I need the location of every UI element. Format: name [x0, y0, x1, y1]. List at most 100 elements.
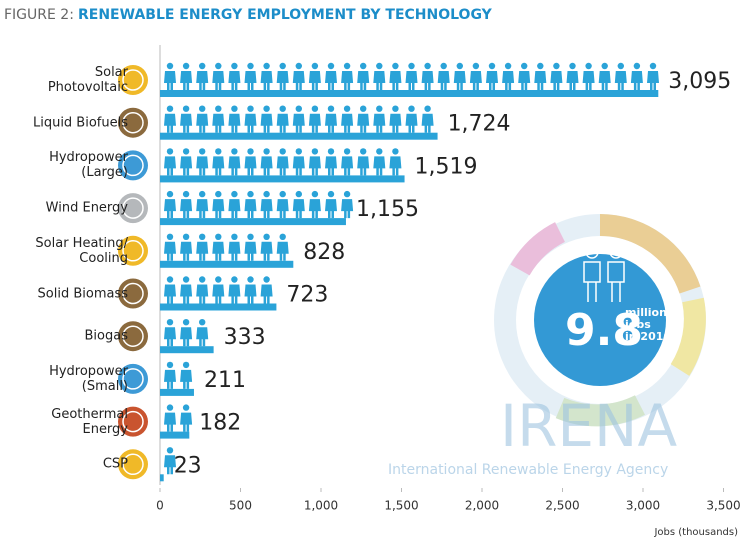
person-body	[164, 369, 176, 389]
person-head	[182, 233, 190, 240]
person-body	[164, 156, 176, 176]
person-head	[231, 105, 238, 112]
person-head	[392, 62, 399, 70]
person-body	[405, 71, 418, 90]
person-body	[341, 113, 354, 133]
person-head	[247, 62, 254, 70]
person-head	[311, 190, 319, 198]
person-body	[276, 71, 289, 90]
person-body	[292, 199, 305, 219]
person-head	[440, 62, 447, 70]
person-head	[295, 105, 302, 112]
person-head	[247, 276, 254, 283]
person-head	[215, 62, 222, 70]
person-head	[649, 62, 657, 70]
inset-circle	[534, 254, 666, 386]
person-body	[164, 113, 176, 133]
person-body	[614, 71, 627, 90]
person-head	[231, 233, 238, 240]
person-body	[212, 199, 225, 219]
person-head	[617, 62, 624, 70]
person-head	[279, 105, 286, 112]
category-icon-inner	[122, 154, 144, 177]
person-body	[276, 241, 289, 261]
person-body	[228, 113, 241, 133]
person-body	[389, 113, 402, 133]
value-label: 182	[199, 411, 241, 436]
person-head	[199, 276, 206, 283]
person-body	[357, 113, 370, 133]
person-body	[164, 199, 176, 219]
person-head	[376, 62, 383, 70]
person-head	[263, 276, 270, 283]
value-label: 3,095	[668, 69, 731, 94]
category-label: Solar Heating/ Cooling	[35, 235, 128, 266]
category-label: Hydropower (Large)	[49, 150, 128, 181]
person-head	[166, 233, 174, 240]
person-head	[279, 62, 286, 70]
person-head	[182, 361, 190, 369]
person-head	[553, 62, 560, 70]
person-head	[215, 148, 222, 155]
person-body	[196, 113, 209, 133]
person-head	[295, 62, 302, 70]
category-label: Biogas	[84, 328, 128, 344]
person-body	[260, 241, 273, 261]
person-head	[182, 404, 190, 411]
x-tick-label: 3,500	[706, 499, 740, 513]
person-body	[244, 241, 257, 261]
person-head	[360, 62, 367, 70]
person-body	[421, 71, 434, 90]
bar	[160, 388, 194, 396]
person-body	[180, 241, 193, 261]
person-body	[180, 199, 193, 219]
person-head	[231, 276, 238, 283]
person-body	[453, 71, 466, 90]
category-icon-inner	[122, 368, 144, 390]
person-head	[295, 190, 302, 198]
person-body	[260, 284, 273, 304]
person-head	[166, 404, 174, 411]
category-icon-inner	[122, 197, 144, 219]
bar	[160, 90, 659, 97]
person-body	[164, 455, 176, 475]
person-body	[341, 71, 354, 90]
person-head	[279, 190, 286, 198]
x-tick-label: 0	[156, 499, 164, 513]
person-body	[357, 71, 370, 90]
person-body	[244, 199, 257, 219]
person-head	[182, 148, 190, 155]
person-head	[199, 233, 206, 240]
person-head	[343, 62, 351, 70]
person-head	[182, 105, 190, 112]
person-head	[601, 62, 608, 70]
person-head	[343, 105, 351, 112]
person-body	[196, 241, 209, 261]
category-icon-inner	[122, 325, 144, 347]
person-head	[311, 148, 319, 155]
person-body	[325, 71, 337, 90]
bar	[160, 303, 277, 311]
logo: IRENA	[500, 392, 677, 460]
total-value: 9.8	[565, 305, 643, 356]
value-label: 333	[224, 325, 266, 350]
ring-segment	[555, 395, 646, 427]
person-icons	[164, 233, 289, 261]
person-head	[360, 148, 367, 155]
person-head	[327, 62, 335, 70]
person-head	[585, 62, 592, 70]
total-text: million jobs in 2016	[624, 306, 671, 343]
person-head	[199, 148, 206, 155]
person-body	[244, 113, 257, 133]
person-head	[199, 62, 206, 70]
person-head	[263, 233, 270, 240]
person-body	[212, 71, 225, 90]
person-body	[550, 71, 563, 90]
person-head	[215, 233, 222, 240]
person-body	[566, 71, 579, 90]
person-body	[228, 284, 241, 304]
person-head	[166, 361, 174, 369]
person-head	[182, 62, 190, 70]
person-body	[598, 71, 611, 90]
